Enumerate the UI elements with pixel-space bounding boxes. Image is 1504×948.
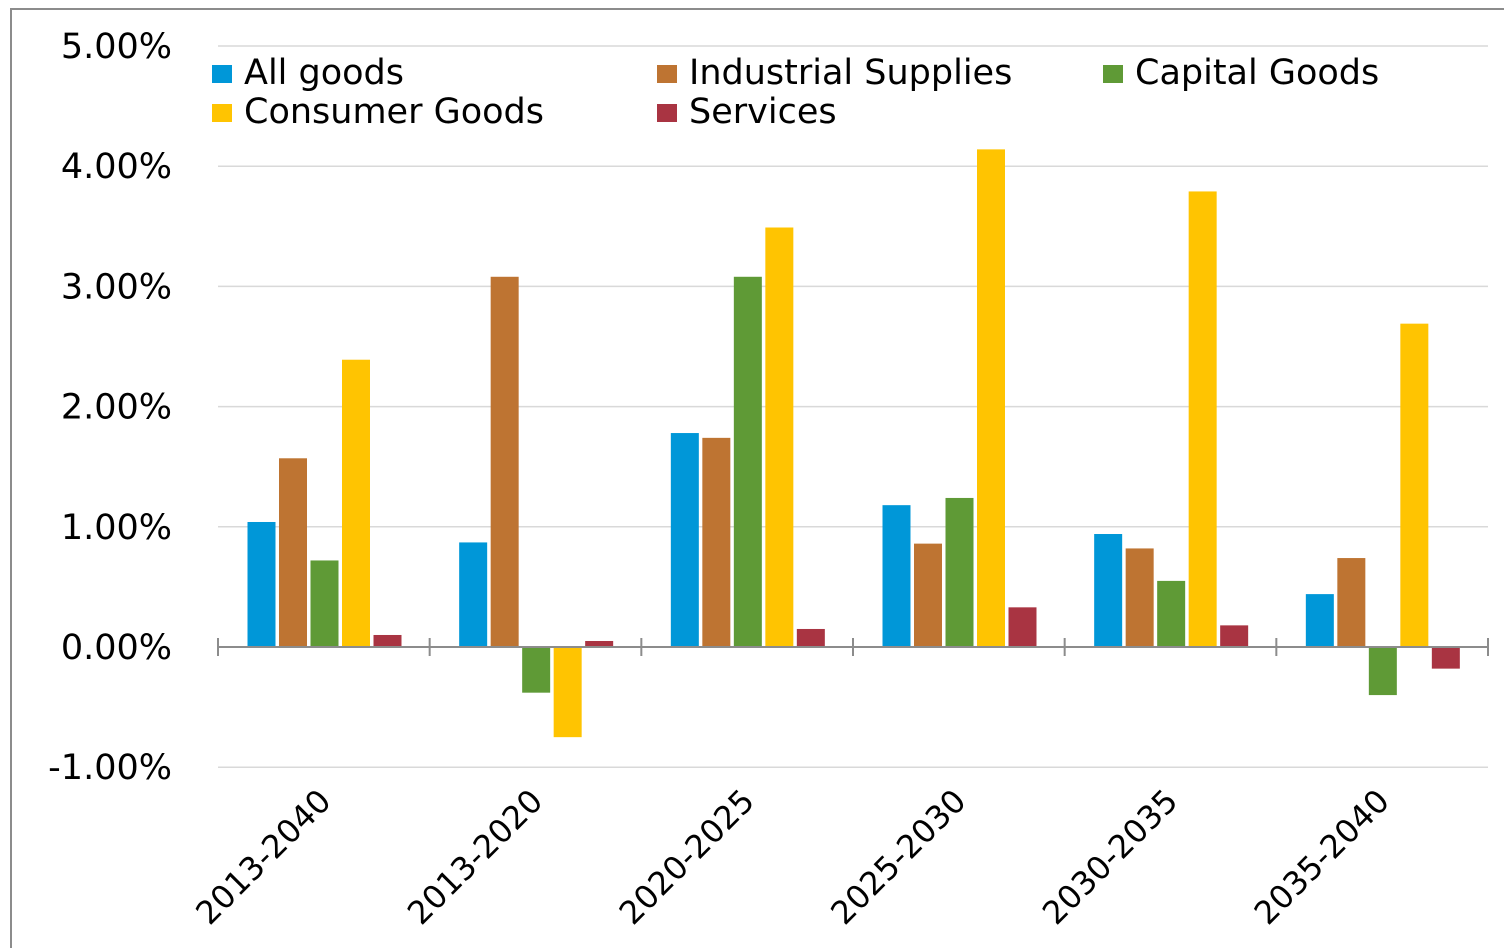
bar-consumer-goods-2035-2040 (1400, 323, 1429, 647)
x-tick-label: 2013-2040 (188, 782, 338, 932)
legend-item-services: Services (657, 92, 837, 132)
bar-all-goods-2035-2040 (1305, 594, 1334, 647)
y-tick-label: 2.00% (61, 388, 172, 428)
gridlines (218, 45, 1488, 768)
bar-industrial-supplies-2025-2030 (914, 543, 942, 647)
legend-item-all-goods: All goods (212, 53, 404, 93)
x-tick-label: 2035-2040 (1247, 782, 1397, 932)
x-tick-label: 2020-2025 (612, 782, 762, 932)
bars (247, 149, 1460, 738)
legend-label: Capital Goods (1135, 53, 1379, 93)
bar-services-2025-2030 (1008, 607, 1037, 647)
bar-consumer-goods-2025-2030 (977, 149, 1005, 647)
y-tick-label: 0.00% (61, 628, 172, 668)
bar-industrial-supplies-2020-2025 (702, 437, 731, 647)
bar-consumer-goods-2013-2040 (342, 359, 370, 647)
bar-capital-goods-2025-2030 (945, 497, 974, 647)
bar-capital-goods-2030-2035 (1157, 580, 1186, 647)
bar-services-2013-2040 (373, 634, 402, 647)
bar-consumer-goods-2013-2020 (553, 647, 582, 738)
y-tick-label: 4.00% (61, 147, 172, 187)
legend-swatch (212, 104, 232, 122)
legend-swatch (212, 65, 232, 83)
legend-item-capital-goods: Capital Goods (1103, 53, 1379, 93)
x-axis-ticks: 2013-2040 2013-2020 2020-2025 2025-2030 2030… (188, 782, 1397, 932)
y-tick-label: 3.00% (61, 267, 172, 307)
x-axis (217, 638, 1489, 656)
bar-all-goods-2020-2025 (670, 433, 699, 647)
legend-swatch (657, 65, 677, 83)
legend-swatch (1103, 65, 1123, 83)
y-tick-label: 5.00% (61, 27, 172, 67)
x-tick-label: 2013-2020 (400, 782, 550, 932)
x-tick-label: 2030-2035 (1035, 782, 1185, 932)
bar-services-2020-2025 (796, 628, 825, 647)
bar-all-goods-2013-2040 (247, 521, 276, 647)
bar-services-2030-2035 (1220, 625, 1249, 647)
bar-industrial-supplies-2013-2040 (279, 458, 307, 647)
bar-services-2035-2040 (1431, 647, 1460, 669)
legend-item-consumer-goods: Consumer Goods (212, 92, 544, 132)
chart-frame (10, 8, 1504, 948)
y-tick-label: 1.00% (61, 508, 172, 548)
bar-all-goods-2030-2035 (1094, 534, 1123, 647)
legend-label: Consumer Goods (244, 92, 544, 132)
bar-industrial-supplies-2030-2035 (1125, 548, 1154, 647)
bar-consumer-goods-2030-2035 (1188, 191, 1217, 647)
bar-services-2013-2020 (585, 640, 614, 647)
x-tick-label: 2025-2030 (823, 782, 973, 932)
bar-capital-goods-2035-2040 (1368, 647, 1397, 696)
legend-item-industrial-supplies: Industrial Supplies (657, 53, 1012, 93)
bar-all-goods-2013-2020 (459, 542, 488, 647)
legend-swatch (657, 104, 677, 122)
legend-label: All goods (244, 53, 404, 93)
legend-label: Services (689, 92, 837, 132)
bar-capital-goods-2013-2020 (522, 647, 551, 693)
bar-capital-goods-2013-2040 (310, 560, 339, 647)
legend: All goods Industrial Supplies Capital Good… (212, 53, 1379, 132)
bar-industrial-supplies-2035-2040 (1337, 558, 1366, 647)
y-axis-ticks: 5.00% 4.00% 3.00% 2.00% 1.00% 0.00% -1.00% (48, 27, 172, 788)
bar-all-goods-2025-2030 (882, 505, 911, 647)
legend-label: Industrial Supplies (689, 53, 1012, 93)
y-tick-label: -1.00% (48, 748, 172, 788)
bar-capital-goods-2020-2025 (733, 276, 762, 647)
bar-industrial-supplies-2013-2020 (490, 276, 519, 647)
bar-consumer-goods-2020-2025 (765, 227, 794, 647)
